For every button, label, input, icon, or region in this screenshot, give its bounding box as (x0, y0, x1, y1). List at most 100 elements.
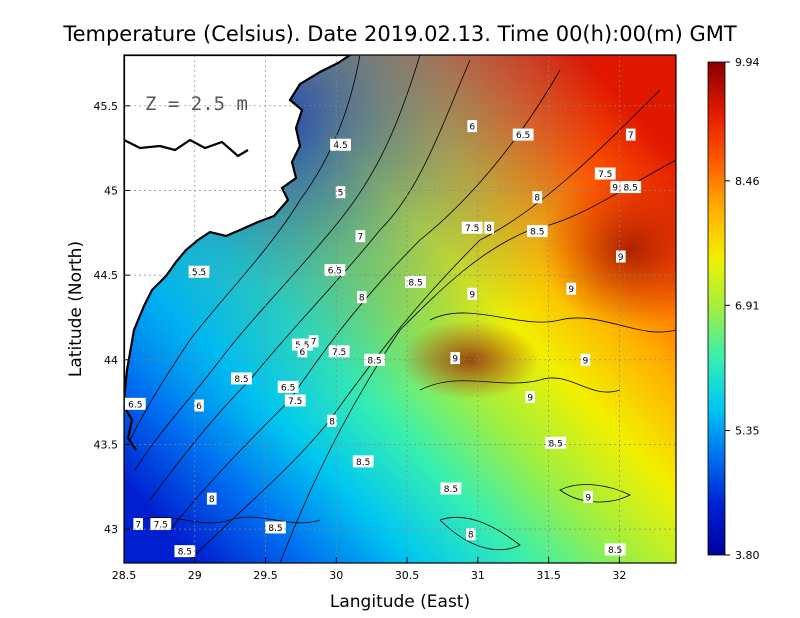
svg-text:6: 6 (469, 123, 475, 133)
svg-text:8.5: 8.5 (444, 485, 458, 495)
x-tick-label: 29.5 (253, 569, 278, 582)
contour-label: 8.5 (231, 372, 252, 385)
svg-text:8.5: 8.5 (530, 228, 544, 238)
contour-label: 8.5 (545, 436, 567, 449)
colorbar-gradient (707, 61, 726, 556)
x-tick-label: 31 (471, 569, 485, 582)
svg-text:7: 7 (628, 131, 634, 141)
colorbar: 9.94 8.46 6.91 5.35 3.80 (707, 56, 760, 562)
y-tick-label: 43 (104, 523, 118, 536)
isotherm-contours (129, 55, 676, 563)
contour-label: 8 (206, 492, 217, 505)
contour-label: 8.5 (440, 482, 462, 495)
svg-text:9: 9 (583, 356, 589, 366)
svg-text:8.5: 8.5 (408, 278, 422, 288)
svg-text:5: 5 (338, 189, 344, 199)
svg-text:5.5: 5.5 (192, 268, 206, 278)
y-tick-label: 45.5 (94, 100, 119, 113)
svg-text:9: 9 (612, 184, 618, 194)
contour-label: 8 (356, 291, 367, 304)
contour-label: 8.5 (405, 275, 426, 288)
contour-label: 8.5 (352, 455, 374, 468)
svg-text:8: 8 (468, 531, 474, 541)
contour-label: 7 (625, 128, 636, 141)
y-tick-label: 45 (104, 184, 118, 197)
colorbar-label: 6.91 (735, 299, 760, 312)
x-tick-label: 30.5 (395, 569, 420, 582)
contour-label: 6 (194, 399, 204, 412)
svg-text:6.5: 6.5 (128, 400, 142, 410)
x-tick-label: 29 (188, 569, 202, 582)
contour-label: 6 (297, 345, 308, 358)
contour-label: 9 (525, 391, 536, 404)
contour-label: 7.5 (461, 221, 483, 234)
contour-label: 7 (133, 518, 143, 531)
contour-label: 7.5 (150, 518, 172, 531)
svg-text:7.5: 7.5 (288, 397, 302, 407)
svg-text:8.5: 8.5 (178, 548, 192, 558)
svg-text:7: 7 (358, 233, 364, 243)
svg-text:8: 8 (209, 495, 215, 505)
contour-label: 7.5 (594, 167, 616, 180)
contour-label: 5.5 (188, 265, 210, 278)
svg-text:8.5: 8.5 (624, 184, 638, 194)
y-axis-label: Latitude (North) (66, 241, 86, 377)
contour-label: 8.5 (620, 181, 642, 194)
x-tick-label: 30 (329, 569, 343, 582)
contour-label: 7 (355, 230, 366, 243)
coastline-south (124, 405, 137, 451)
plot-frame (123, 54, 677, 564)
svg-text:8.5: 8.5 (356, 458, 370, 468)
svg-text:7.5: 7.5 (465, 224, 479, 234)
x-axis-ticks: 28.5 29 29.5 30 30.5 31 31.5 32 (112, 557, 626, 582)
contour-label: 9 (450, 352, 460, 365)
contour-label: 6.5 (324, 264, 346, 277)
contour-label: 8 (532, 191, 543, 204)
contour-label: 9 (583, 490, 594, 503)
svg-text:7.5: 7.5 (332, 348, 346, 358)
colorbar-label: 5.35 (735, 425, 760, 438)
colorbar-label: 8.46 (735, 175, 760, 188)
svg-text:6.5: 6.5 (281, 383, 295, 393)
svg-text:7: 7 (135, 521, 141, 531)
contour-label: 9 (616, 250, 626, 263)
svg-text:6.5: 6.5 (328, 267, 342, 277)
svg-text:4.5: 4.5 (333, 141, 347, 151)
svg-text:6.5: 6.5 (516, 131, 530, 141)
y-tick-label: 44 (104, 354, 118, 367)
plot-area: 4.555.55.56666.56.56.56.577777.57.57.57.… (124, 55, 676, 563)
svg-text:8.5: 8.5 (608, 546, 622, 556)
svg-text:7.5: 7.5 (154, 521, 168, 531)
contour-label: 5 (335, 186, 346, 199)
x-axis-label: Langitude (East) (330, 592, 470, 612)
contour-label: 6.5 (512, 128, 534, 141)
svg-text:6: 6 (196, 402, 202, 412)
warm-core-east (540, 170, 676, 330)
svg-text:8: 8 (534, 194, 540, 204)
contour-label: 8.5 (174, 545, 196, 558)
svg-text:7: 7 (311, 338, 317, 348)
depth-label: Z = 2.5 m (145, 93, 248, 115)
colorbar-label: 3.80 (735, 549, 760, 562)
contour-labels: 4.555.55.56666.56.56.56.577777.57.57.57.… (124, 120, 642, 558)
svg-text:7.5: 7.5 (598, 170, 612, 180)
y-tick-label: 43.5 (94, 438, 119, 451)
contour-label: 8 (327, 414, 337, 427)
svg-text:9: 9 (585, 493, 591, 503)
contour-label: 6 (467, 120, 477, 133)
svg-text:8: 8 (329, 417, 335, 427)
svg-text:8.5: 8.5 (367, 356, 381, 366)
svg-text:8: 8 (486, 224, 492, 234)
y-tick-label: 44.5 (94, 269, 119, 282)
x-tick-label: 28.5 (112, 569, 137, 582)
gridlines (124, 55, 676, 563)
colorbar-label: 9.94 (735, 56, 760, 69)
contour-label: 8.5 (526, 225, 548, 238)
contour-label: 8 (465, 528, 476, 541)
contour-label: 7.5 (284, 394, 306, 407)
x-tick-label: 31.5 (536, 569, 561, 582)
svg-text:9: 9 (527, 394, 533, 404)
contour-label: 8.5 (265, 521, 286, 534)
contour-label: 7.5 (328, 345, 350, 358)
